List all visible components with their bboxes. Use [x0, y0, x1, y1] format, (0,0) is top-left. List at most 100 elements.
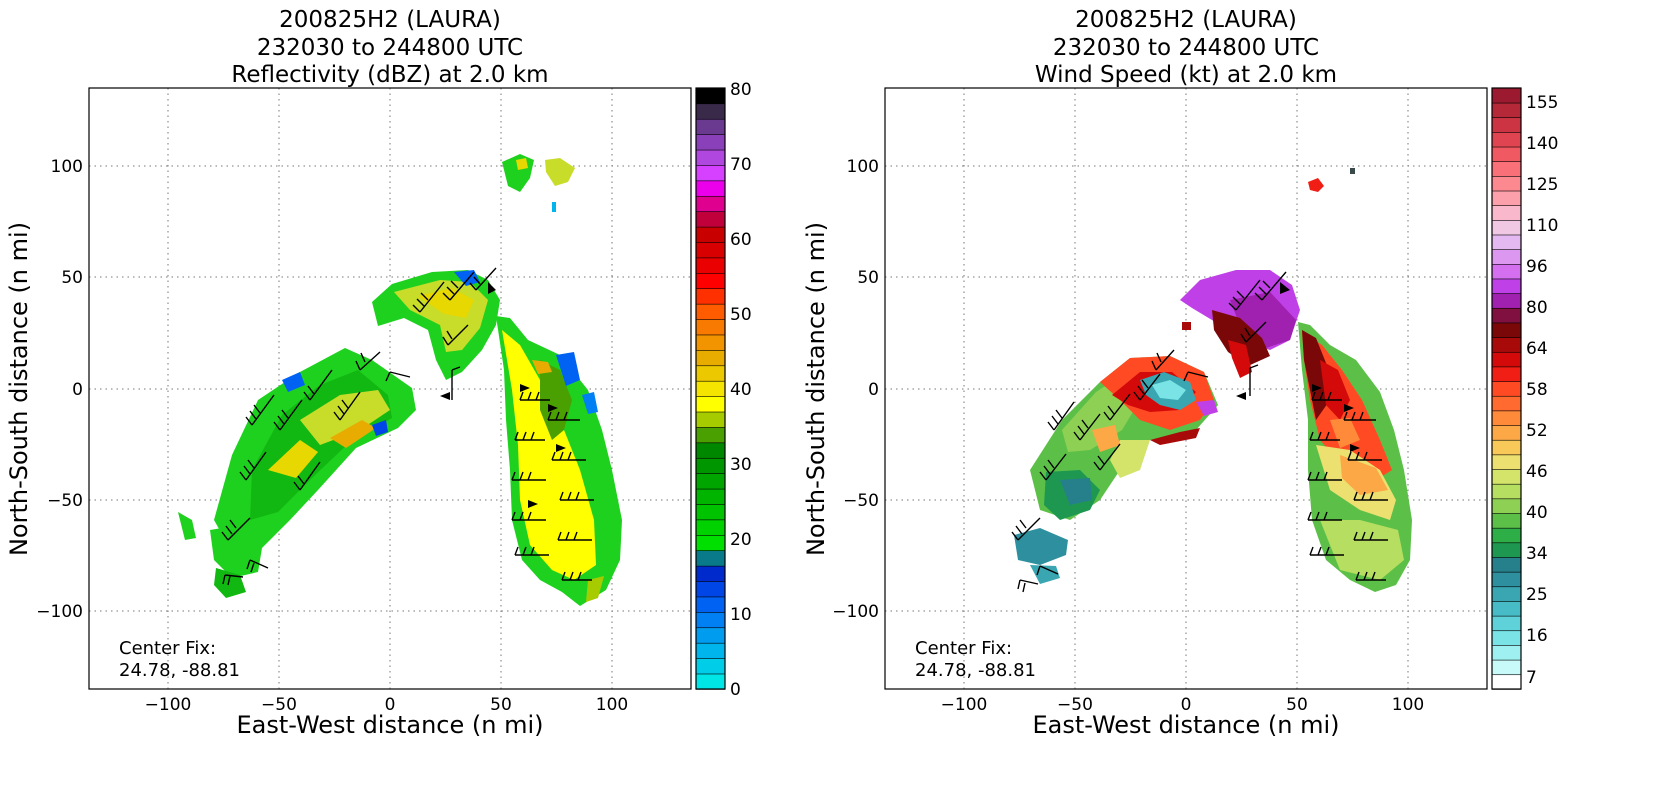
- colorbar-swatch: [695, 180, 726, 197]
- y-tick-label: 100: [51, 157, 83, 177]
- colorbar-swatch: [1491, 117, 1522, 133]
- colorbar-swatch: [1491, 674, 1522, 690]
- colorbar-swatch: [1491, 248, 1522, 265]
- colorbar-swatch: [1491, 380, 1522, 397]
- colorbar-tick-label: 58: [1526, 380, 1548, 400]
- colorbar-swatch: [695, 642, 726, 659]
- colorbar-swatch: [695, 472, 726, 490]
- colorbar-swatch: [695, 380, 726, 397]
- reflectivity-x-axis-label: East-West distance (n mi): [236, 711, 543, 739]
- colorbar-swatch: [695, 488, 726, 505]
- colorbar-tick-label: 10: [730, 605, 752, 625]
- reflectivity-colorbar-ticks: 0 10 20 30 40 50 60 70 80: [730, 80, 752, 700]
- colorbar-swatch: [1491, 102, 1522, 119]
- colorbar-swatch: [1491, 644, 1522, 661]
- colorbar-swatch: [1491, 175, 1522, 192]
- colorbar-tick-label: 0: [730, 680, 741, 700]
- colorbar-tick-label: 110: [1526, 216, 1558, 236]
- colorbar-tick-label: 46: [1526, 462, 1548, 482]
- colorbar-swatch: [695, 457, 726, 474]
- colorbar-swatch: [695, 426, 726, 444]
- colorbar-swatch: [1491, 146, 1522, 162]
- reflectivity-title-line-2: 232030 to 244800 UTC: [257, 35, 523, 61]
- colorbar-tick-label: 40: [1526, 503, 1548, 523]
- reflectivity-colorbar: [695, 87, 726, 690]
- colorbar-swatch: [1491, 659, 1522, 676]
- colorbar-swatch: [695, 503, 726, 521]
- colorbar-swatch: [695, 288, 726, 305]
- colorbar-swatch: [1491, 410, 1522, 426]
- colorbar-swatch: [695, 272, 726, 290]
- colorbar-swatch: [695, 365, 726, 382]
- colorbar-tick-label: 155: [1526, 93, 1558, 113]
- colorbar-swatch: [1491, 351, 1522, 368]
- colorbar-tick-label: 125: [1526, 175, 1558, 195]
- colorbar-swatch: [1491, 160, 1522, 177]
- colorbar-swatch: [1491, 190, 1522, 206]
- colorbar-swatch: [1491, 395, 1522, 412]
- colorbar-swatch: [695, 657, 726, 675]
- x-tick-label: −100: [145, 695, 192, 715]
- colorbar-swatch: [1491, 131, 1522, 148]
- colorbar-swatch: [1491, 586, 1522, 602]
- colorbar-swatch: [695, 627, 726, 644]
- colorbar-swatch: [1491, 454, 1522, 470]
- colorbar-tick-label: 140: [1526, 134, 1558, 154]
- colorbar-swatch: [695, 226, 726, 243]
- colorbar-swatch: [695, 257, 726, 274]
- colorbar-swatch: [1491, 234, 1522, 250]
- y-tick-label: 100: [847, 157, 879, 177]
- wind-center-fix-value: 24.78, -88.81: [915, 660, 1036, 681]
- x-tick-label: 100: [596, 695, 628, 715]
- reflectivity-title-line-3: Reflectivity (dBZ) at 2.0 km: [231, 62, 548, 88]
- reflectivity-center-fix-label: Center Fix:: [119, 638, 216, 659]
- colorbar-swatch: [695, 303, 726, 320]
- colorbar-swatch: [695, 519, 726, 536]
- colorbar-swatch: [1491, 483, 1522, 500]
- colorbar-tick-label: 80: [730, 80, 752, 100]
- x-tick-label: 50: [1286, 695, 1308, 715]
- y-tick-label: 0: [72, 380, 83, 400]
- colorbar-swatch: [1491, 527, 1522, 544]
- colorbar-tick-label: 70: [730, 155, 752, 175]
- reflectivity-grid: [89, 88, 691, 689]
- colorbar-swatch: [695, 103, 726, 120]
- colorbar-swatch: [695, 149, 726, 166]
- colorbar-swatch: [1491, 87, 1522, 104]
- colorbar-tick-label: 30: [730, 455, 752, 475]
- colorbar-tick-label: 7: [1526, 668, 1537, 688]
- colorbar-swatch: [695, 349, 726, 367]
- colorbar-swatch: [1491, 556, 1522, 573]
- colorbar-swatch: [695, 87, 726, 105]
- reflectivity-x-ticks: −100 −50 0 50 100: [145, 695, 629, 715]
- wind-title-line-1: 200825H2 (LAURA): [1075, 7, 1297, 33]
- y-tick-label: 0: [868, 380, 879, 400]
- x-tick-label: 0: [1181, 695, 1192, 715]
- reflectivity-center-fix-value: 24.78, -88.81: [119, 660, 240, 681]
- y-tick-label: −100: [832, 602, 879, 622]
- wind-speed-field: [1014, 168, 1412, 592]
- reflectivity-wind-pennants: [440, 282, 566, 508]
- colorbar-swatch: [695, 550, 726, 567]
- colorbar-swatch: [1491, 307, 1522, 324]
- y-tick-label: −100: [36, 602, 83, 622]
- x-tick-label: −100: [941, 695, 988, 715]
- colorbar-tick-label: 60: [730, 230, 752, 250]
- colorbar-tick-label: 80: [1526, 298, 1548, 318]
- wind-speed-panel: 200825H2 (LAURA) 232030 to 244800 UTC Wi…: [802, 7, 1558, 739]
- colorbar-tick-label: 52: [1526, 421, 1548, 441]
- reflectivity-plot-frame: [88, 87, 692, 690]
- wind-speed-wind-pennants: [1236, 282, 1360, 452]
- colorbar-swatch: [1491, 263, 1522, 280]
- wind-grid: [885, 88, 1487, 689]
- x-tick-label: 0: [385, 695, 396, 715]
- colorbar-swatch: [1491, 204, 1522, 221]
- colorbar-tick-label: 25: [1526, 585, 1548, 605]
- colorbar-swatch: [695, 164, 726, 182]
- colorbar-swatch: [695, 596, 726, 613]
- wind-y-axis-label: North-South distance (n mi): [802, 222, 830, 556]
- colorbar-swatch: [695, 534, 726, 552]
- wind-colorbar-frame: [1491, 87, 1522, 690]
- wind-title-line-3: Wind Speed (kt) at 2.0 km: [1035, 62, 1337, 88]
- colorbar-swatch: [695, 118, 726, 135]
